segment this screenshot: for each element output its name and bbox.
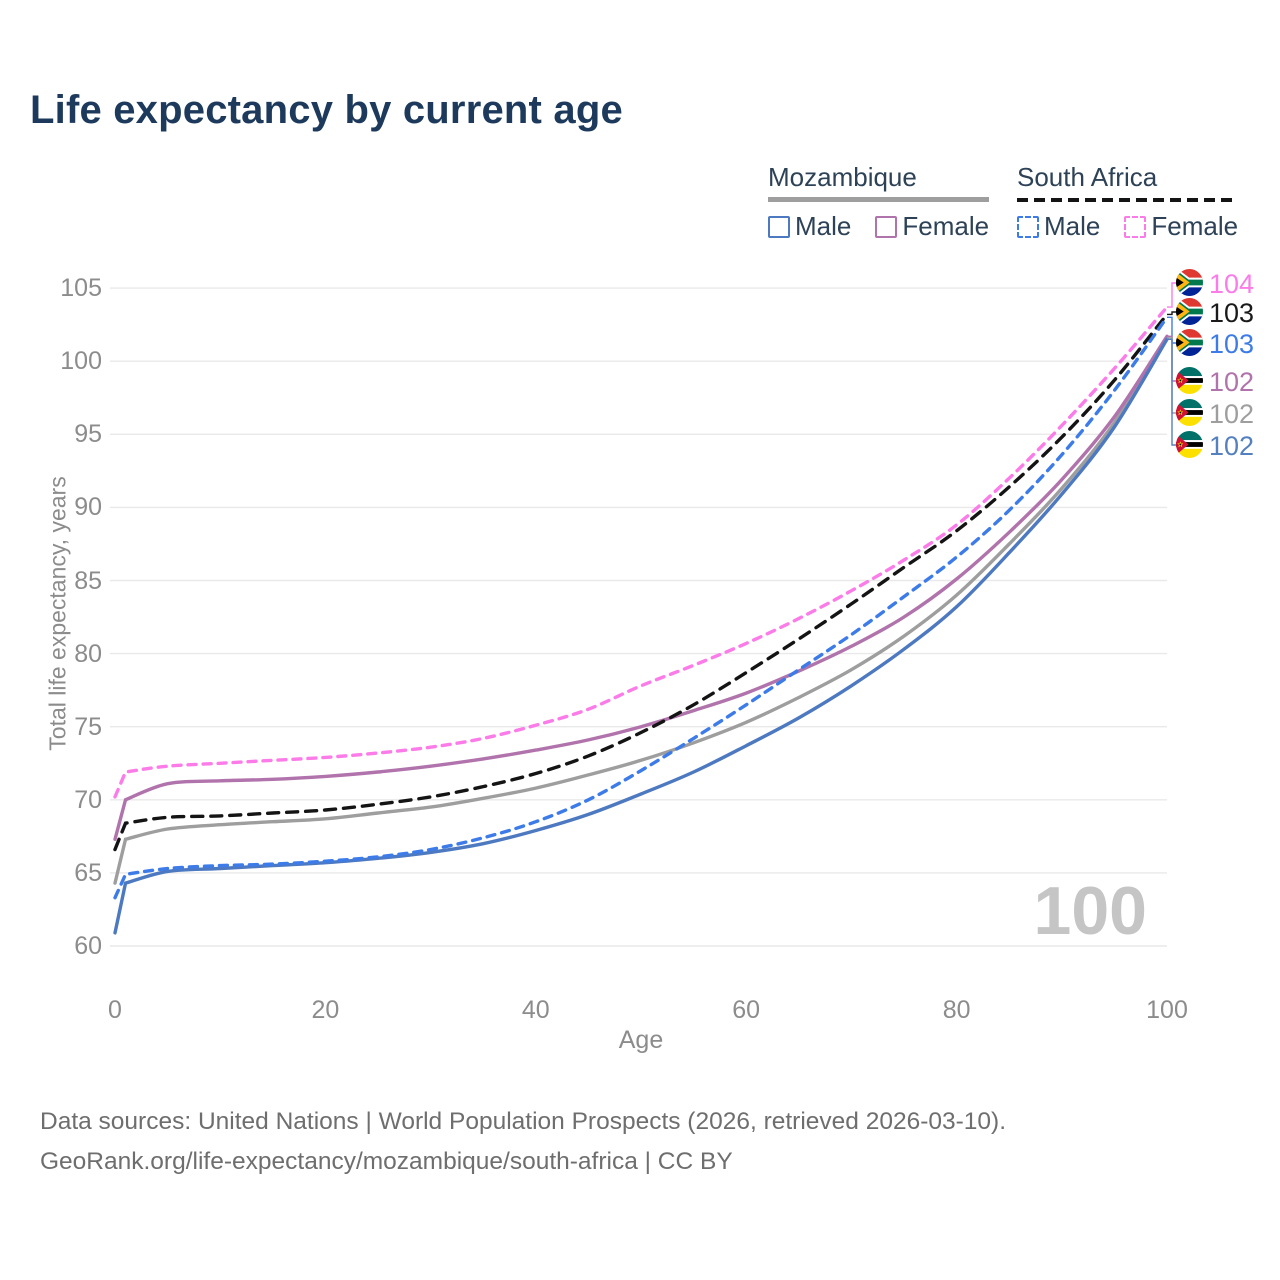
- legend-item-mozambique-female[interactable]: Female: [875, 211, 989, 242]
- legend-item-label: Female: [1151, 211, 1239, 241]
- y-tick-label: 80: [74, 639, 102, 668]
- y-tick-label: 70: [74, 785, 102, 814]
- end-value: 103: [1209, 298, 1255, 328]
- legend-swatch-solid-blue: [768, 215, 790, 238]
- south-africa-flag-icon: [1176, 269, 1203, 298]
- end-label-row: 103: [1176, 298, 1254, 329]
- y-tick-label: 85: [74, 566, 102, 595]
- mozambique-flag-icon: [1176, 399, 1203, 428]
- legend-swatch-dashed-blue: [1017, 215, 1039, 238]
- page-title: Life expectancy by current age: [30, 88, 623, 132]
- series-line-mz_male[interactable]: [113, 337, 1169, 935]
- end-label-row: 104: [1176, 269, 1254, 300]
- y-tick-label: 60: [74, 932, 102, 960]
- y-tick-label: 90: [74, 493, 102, 522]
- end-label-connector: [1167, 282, 1178, 308]
- series-line-mz_both[interactable]: [113, 336, 1169, 885]
- south-africa-flag-icon: [1176, 329, 1203, 358]
- end-label-connector: [1167, 316, 1178, 344]
- mozambique-flag-icon: [1176, 431, 1203, 460]
- data-source-text: Data sources: United Nations | World Pop…: [40, 1108, 1007, 1135]
- series-line-sa_both[interactable]: [113, 312, 1169, 852]
- end-label-row: 102: [1176, 431, 1254, 462]
- y-tick-label: 105: [60, 274, 102, 303]
- legend-item-label: Male: [795, 211, 852, 241]
- y-tick-label: 95: [74, 420, 102, 449]
- legend-item-south-africa-male[interactable]: Male: [1017, 211, 1100, 242]
- legend-underline-dashed: [1017, 198, 1239, 202]
- series-line-mz_female[interactable]: [113, 334, 1169, 841]
- end-label-row: 102: [1176, 367, 1254, 398]
- x-tick-label: 100: [1146, 996, 1188, 1024]
- series-line-sa_male[interactable]: [113, 315, 1169, 900]
- legend-country-label: South Africa: [1017, 162, 1158, 192]
- end-label-connector: [1167, 338, 1178, 446]
- end-value: 103: [1209, 329, 1255, 359]
- south-africa-flag-icon: [1176, 298, 1203, 327]
- x-tick-label: 0: [108, 996, 122, 1024]
- legend-swatch-dashed-pink: [1124, 215, 1147, 238]
- legend-item-south-africa-female[interactable]: Female: [1124, 211, 1238, 242]
- end-value: 104: [1209, 269, 1255, 299]
- source-url-text: GeoRank.org/life-expectancy/mozambique/s…: [40, 1148, 733, 1175]
- y-tick-label: 100: [60, 347, 102, 376]
- end-label-connector: [1167, 311, 1178, 316]
- legend-item-label: Female: [902, 211, 990, 241]
- legend-group-mozambique: Mozambique Male Female: [768, 162, 990, 242]
- x-tick-label: 20: [311, 996, 340, 1024]
- footer-attribution: Data sources: United Nations | World Pop…: [40, 1102, 1006, 1182]
- legend-swatch-solid-purple: [875, 215, 898, 238]
- end-value: 102: [1209, 367, 1255, 397]
- end-value: 102: [1209, 431, 1255, 461]
- x-tick-label: 80: [942, 996, 971, 1024]
- x-tick-label: 60: [732, 996, 761, 1024]
- end-value: 102: [1209, 399, 1255, 429]
- mozambique-flag-icon: [1176, 367, 1203, 396]
- y-tick-label: 65: [74, 858, 102, 887]
- x-tick-label: 40: [521, 996, 550, 1024]
- legend-item-mozambique-male[interactable]: Male: [768, 211, 851, 242]
- legend-country-label: Mozambique: [768, 162, 917, 192]
- hovered-age-watermark: 100: [1033, 873, 1147, 949]
- legend-underline-solid: [768, 197, 990, 202]
- end-label-row: 103: [1176, 329, 1254, 360]
- x-axis-title: Age: [618, 1026, 664, 1054]
- y-tick-label: 75: [74, 712, 102, 741]
- end-label-row: 102: [1176, 399, 1254, 430]
- series-line-sa_female[interactable]: [113, 305, 1169, 799]
- legend-group-south-africa: South Africa Male Female: [1017, 162, 1239, 242]
- legend-item-label: Male: [1044, 211, 1101, 241]
